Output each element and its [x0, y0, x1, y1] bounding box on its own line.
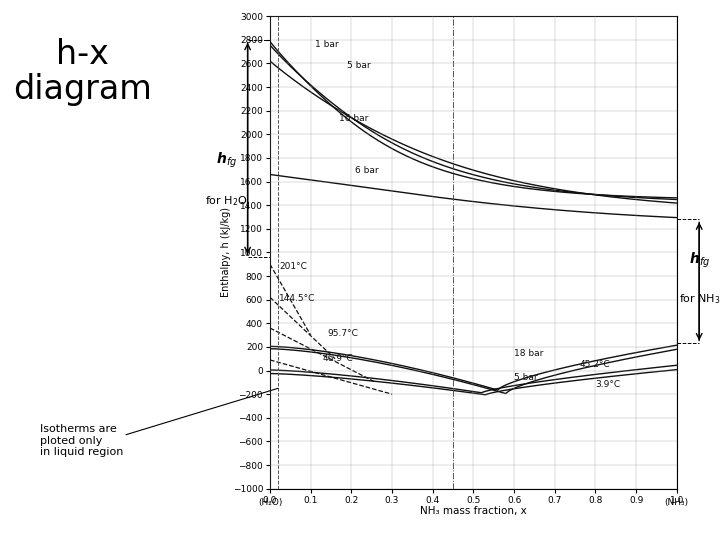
X-axis label: NH₃ mass fraction, x: NH₃ mass fraction, x: [420, 506, 527, 516]
Text: 45.2°C: 45.2°C: [579, 360, 610, 369]
Text: 201°C: 201°C: [279, 261, 307, 271]
Text: 95.7°C: 95.7°C: [327, 329, 358, 339]
Text: for NH$_3$: for NH$_3$: [679, 293, 720, 307]
Y-axis label: Enthalpy, h (kJ/kg): Enthalpy, h (kJ/kg): [221, 207, 231, 298]
Text: 3.9°C: 3.9°C: [595, 380, 621, 389]
Text: Isotherms are
ploted only
in liquid region: Isotherms are ploted only in liquid regi…: [40, 424, 123, 457]
Text: 5 bar: 5 bar: [514, 373, 538, 382]
Text: for H$_2$O: for H$_2$O: [205, 194, 248, 208]
Text: (H₂O): (H₂O): [258, 498, 282, 507]
Text: h$_{fg}$: h$_{fg}$: [689, 251, 711, 270]
Text: 144.5°C: 144.5°C: [279, 294, 315, 303]
Text: (NH₃): (NH₃): [665, 498, 689, 507]
Text: 6 bar: 6 bar: [356, 166, 379, 176]
Text: h-x
diagram: h-x diagram: [14, 38, 152, 106]
Text: 5 bar: 5 bar: [347, 62, 371, 70]
Text: 1 bar: 1 bar: [315, 40, 338, 49]
Text: 18 bar: 18 bar: [514, 349, 544, 357]
Text: h$_{fg}$: h$_{fg}$: [216, 151, 238, 170]
Text: 46.9°C: 46.9°C: [323, 354, 354, 363]
Text: 16 bar: 16 bar: [339, 114, 369, 124]
